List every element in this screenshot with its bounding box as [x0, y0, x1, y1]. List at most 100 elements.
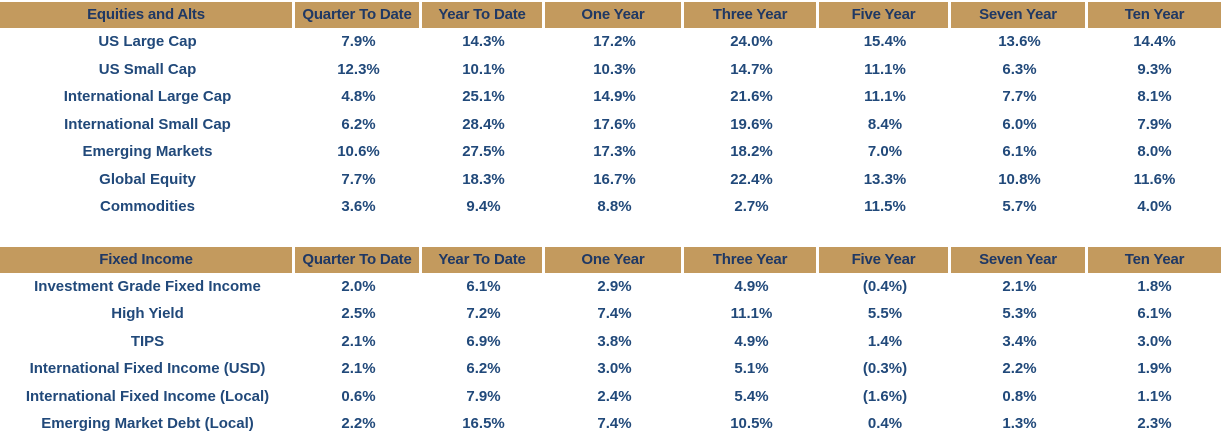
value-cell: 17.6%	[593, 115, 636, 133]
column-header: Ten Year	[1088, 2, 1221, 28]
column-header: Year To Date	[422, 246, 545, 273]
table-row: International Small Cap 6.2% 28.4% 17.6% 19.…	[0, 111, 1221, 139]
row-label: Commodities	[99, 198, 195, 215]
value-cell: 6.1%	[1137, 305, 1172, 322]
value-cell: 4.9%	[734, 277, 769, 295]
column-header: Five Year	[819, 246, 951, 273]
table-row: Emerging Market Debt (Local) 2.2% 16.5% 7.4…	[0, 410, 1221, 438]
row-label: International Fixed Income (Local)	[25, 387, 270, 405]
value-cell: 6.9%	[466, 332, 501, 350]
row-label: TIPS	[130, 332, 165, 350]
row-label: Investment Grade Fixed Income	[34, 277, 261, 295]
value-cell: 22.4%	[730, 170, 773, 188]
value-cell: 2.0%	[341, 277, 376, 295]
value-cell: (1.6%)	[862, 387, 908, 405]
value-cell: 18.2%	[730, 143, 773, 160]
value-cell: 7.9%	[466, 387, 501, 405]
value-cell: 21.6%	[730, 88, 773, 105]
value-cell: 2.9%	[597, 277, 632, 295]
value-cell: 5.7%	[1002, 198, 1037, 215]
value-cell: 10.8%	[998, 170, 1041, 188]
table-row: International Fixed Income (USD) 2.1% 6.2%…	[0, 355, 1221, 383]
column-header: Three Year	[684, 2, 819, 28]
column-header: Ten Year	[1088, 246, 1221, 273]
value-cell: 5.3%	[1002, 305, 1037, 322]
value-cell: 1.4%	[867, 332, 903, 350]
value-cell: 7.9%	[1137, 115, 1172, 133]
table-row: International Large Cap 4.8% 25.1% 14.9% 21.…	[0, 83, 1221, 111]
value-cell: 11.1%	[864, 88, 906, 105]
value-cell: 4.0%	[1137, 198, 1172, 215]
value-cell: 6.1%	[466, 277, 501, 295]
column-header: One Year	[545, 2, 684, 28]
value-cell: 19.6%	[730, 115, 773, 133]
table-header-row: Equities and Alts Quarter To Date Year To …	[0, 2, 1221, 28]
row-label: International Fixed Income (USD)	[29, 360, 266, 377]
value-cell: 3.0%	[597, 360, 632, 377]
value-cell: 17.2%	[593, 33, 636, 50]
value-cell: 2.5%	[341, 305, 376, 322]
table-row: Emerging Markets 10.6% 27.5% 17.3% 18.2% 7.0%…	[0, 138, 1221, 166]
table-row: International Fixed Income (Local) 0.6% 7.…	[0, 383, 1221, 411]
row-label: Emerging Market Debt (Local)	[41, 415, 254, 432]
column-header: Year To Date	[422, 2, 545, 28]
value-cell: 10.5%	[730, 415, 773, 432]
column-header: Five Year	[819, 2, 951, 28]
table-header-row: Fixed Income Quarter To Date Year To Date O…	[0, 246, 1221, 273]
value-cell: 7.0%	[867, 143, 903, 160]
column-header: Seven Year	[951, 2, 1088, 28]
value-cell: 7.9%	[341, 33, 376, 50]
value-cell: 2.7%	[734, 198, 769, 215]
value-cell: 5.5%	[867, 305, 903, 322]
value-cell: 4.8%	[341, 88, 376, 105]
row-label: International Small Cap	[64, 115, 231, 133]
value-cell: 15.4%	[863, 33, 907, 50]
value-cell: 17.3%	[593, 143, 636, 160]
value-cell: 7.2%	[466, 305, 501, 322]
table-row: TIPS 2.1% 6.9% 3.8% 4.9% 1.4% 3.4% 3.0%	[0, 328, 1221, 356]
value-cell: 14.3%	[462, 33, 505, 50]
value-cell: 8.0%	[1137, 143, 1172, 160]
value-cell: 9.4%	[466, 198, 501, 215]
table-row: US Small Cap 12.3% 10.1% 10.3% 14.7% 11.1% 6.3…	[0, 56, 1221, 84]
table-row: Commodities 3.6% 9.4% 8.8% 2.7% 11.5% 5.7% 4.0%	[0, 193, 1221, 221]
value-cell: 9.3%	[1137, 60, 1172, 78]
value-cell: 5.4%	[734, 387, 769, 405]
table-row: Global Equity 7.7% 18.3% 16.7% 22.4% 13.3% 10.…	[0, 166, 1221, 194]
value-cell: 2.1%	[341, 332, 376, 350]
fixed-income-table: Fixed Income Quarter To Date Year To Date O…	[0, 246, 1221, 438]
value-cell: 1.3%	[1002, 415, 1037, 432]
value-cell: 16.7%	[593, 170, 636, 188]
table-title-header: Fixed Income	[0, 246, 295, 273]
table-row: US Large Cap 7.9% 14.3% 17.2% 24.0% 15.4% 13.6…	[0, 28, 1221, 56]
value-cell: 11.6%	[1133, 170, 1176, 188]
value-cell: 2.4%	[597, 387, 632, 405]
value-cell: 16.5%	[462, 415, 505, 432]
value-cell: 1.8%	[1137, 277, 1172, 295]
value-cell: 2.2%	[341, 415, 376, 432]
equities-and-alts-table: Equities and Alts Quarter To Date Year To …	[0, 2, 1221, 221]
value-cell: 2.2%	[1002, 360, 1037, 377]
value-cell: 24.0%	[730, 33, 773, 50]
value-cell: 2.1%	[341, 360, 376, 377]
value-cell: 13.3%	[863, 170, 907, 188]
table-title-header: Equities and Alts	[0, 2, 295, 28]
row-label: Global Equity	[99, 170, 196, 188]
value-cell: 7.4%	[597, 415, 632, 432]
value-cell: 13.6%	[998, 33, 1041, 50]
value-cell: 10.3%	[593, 60, 636, 78]
value-cell: 1.1%	[1137, 387, 1172, 405]
value-cell: 28.4%	[462, 115, 505, 133]
value-cell: 12.3%	[337, 60, 380, 78]
row-label: Emerging Markets	[82, 143, 213, 160]
value-cell: 2.1%	[1002, 277, 1037, 295]
column-header: One Year	[545, 246, 684, 273]
value-cell: 11.5%	[864, 198, 906, 215]
row-label: High Yield	[111, 305, 184, 322]
value-cell: 8.4%	[867, 115, 903, 133]
value-cell: 0.4%	[867, 415, 903, 432]
value-cell: 6.0%	[1002, 115, 1037, 133]
value-cell: 3.0%	[1137, 332, 1172, 350]
value-cell: (0.4%)	[862, 277, 908, 295]
value-cell: 10.1%	[462, 60, 505, 78]
